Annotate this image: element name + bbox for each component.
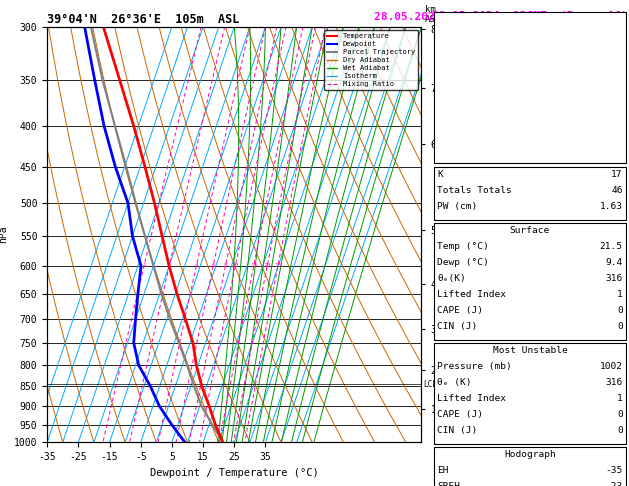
- Text: 1: 1: [617, 290, 623, 299]
- Text: Surface: Surface: [510, 226, 550, 235]
- Text: 17: 17: [611, 170, 623, 179]
- Text: Temp (°C): Temp (°C): [437, 242, 489, 251]
- Text: Totals Totals: Totals Totals: [437, 186, 512, 195]
- Y-axis label: hPa: hPa: [0, 226, 8, 243]
- Text: © weatheronline.co.uk: © weatheronline.co.uk: [481, 473, 579, 482]
- Text: 2: 2: [167, 263, 171, 268]
- Text: K: K: [437, 170, 443, 179]
- Text: SREH: SREH: [437, 482, 460, 486]
- X-axis label: Dewpoint / Temperature (°C): Dewpoint / Temperature (°C): [150, 468, 319, 478]
- Text: θₑ(K): θₑ(K): [437, 274, 466, 283]
- Legend: Temperature, Dewpoint, Parcel Trajectory, Dry Adiabat, Wet Adiabat, Isotherm, Mi: Temperature, Dewpoint, Parcel Trajectory…: [324, 30, 418, 90]
- Text: Dewp (°C): Dewp (°C): [437, 258, 489, 267]
- Text: θₑ (K): θₑ (K): [437, 378, 472, 387]
- Text: 10: 10: [231, 263, 239, 268]
- Text: Lifted Index: Lifted Index: [437, 394, 506, 403]
- Text: CIN (J): CIN (J): [437, 322, 477, 331]
- Text: 0: 0: [617, 306, 623, 315]
- Text: LCL: LCL: [423, 380, 437, 389]
- Text: 1.63: 1.63: [599, 202, 623, 211]
- Text: Most Unstable: Most Unstable: [493, 346, 567, 355]
- Text: Hodograph: Hodograph: [504, 450, 556, 459]
- Text: 1: 1: [142, 263, 146, 268]
- Text: 0: 0: [617, 426, 623, 435]
- Text: 316: 316: [606, 378, 623, 387]
- Text: 20: 20: [264, 263, 271, 268]
- Text: 1: 1: [617, 394, 623, 403]
- Text: EH: EH: [437, 466, 448, 475]
- Text: 316: 316: [606, 274, 623, 283]
- Text: 39°04'N  26°36'E  105m  ASL: 39°04'N 26°36'E 105m ASL: [47, 13, 240, 26]
- Text: 0: 0: [617, 322, 623, 331]
- Text: 8: 8: [223, 263, 227, 268]
- Text: CAPE (J): CAPE (J): [437, 306, 483, 315]
- Text: -35: -35: [606, 466, 623, 475]
- Text: 15: 15: [250, 263, 257, 268]
- Text: -23: -23: [606, 482, 623, 486]
- Text: 1002: 1002: [599, 362, 623, 371]
- Text: kt: kt: [461, 16, 470, 25]
- Text: Mixing Ratio (g/kg): Mixing Ratio (g/kg): [456, 187, 465, 282]
- Text: 46: 46: [611, 186, 623, 195]
- Text: 28.05.2024  12GMT  (Base: 06): 28.05.2024 12GMT (Base: 06): [374, 12, 570, 22]
- Text: km
ASL: km ASL: [425, 5, 441, 24]
- Text: 21.5: 21.5: [599, 242, 623, 251]
- Text: 25: 25: [274, 263, 282, 268]
- Text: 0: 0: [617, 410, 623, 419]
- Text: 9.4: 9.4: [606, 258, 623, 267]
- Text: 28.05.2024  12GMT  (Base: 06): 28.05.2024 12GMT (Base: 06): [432, 11, 628, 21]
- Text: PW (cm): PW (cm): [437, 202, 477, 211]
- Text: 6: 6: [211, 263, 215, 268]
- Text: Lifted Index: Lifted Index: [437, 290, 506, 299]
- Text: CAPE (J): CAPE (J): [437, 410, 483, 419]
- Text: Pressure (mb): Pressure (mb): [437, 362, 512, 371]
- Text: 4: 4: [194, 263, 198, 268]
- Text: CIN (J): CIN (J): [437, 426, 477, 435]
